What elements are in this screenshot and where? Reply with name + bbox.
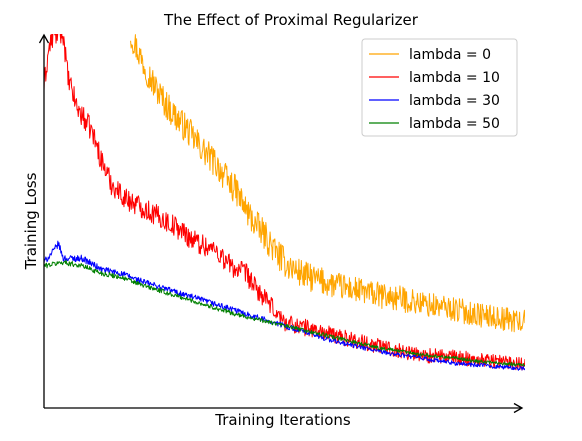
legend: lambda = 0 lambda = 10 lambda = 30 lambda =… xyxy=(361,38,518,137)
legend-label-1: lambda = 10 xyxy=(409,70,500,86)
legend-entry-3: lambda = 50 xyxy=(369,116,500,132)
legend-label-0: lambda = 0 xyxy=(409,47,491,63)
axes xyxy=(38,33,524,414)
y-axis-arrow xyxy=(38,33,50,44)
x-axis-label: Training Iterations xyxy=(214,411,351,429)
legend-items: lambda = 0 lambda = 10 lambda = 30 lambda =… xyxy=(369,47,500,132)
series-line-3 xyxy=(44,259,525,367)
y-axis-label: Training Loss xyxy=(22,172,40,270)
chart-title: The Effect of Proximal Regularizer xyxy=(163,11,419,29)
legend-label-2: lambda = 30 xyxy=(409,93,500,109)
legend-box xyxy=(361,38,518,137)
legend-entry-0: lambda = 0 xyxy=(369,47,491,63)
series-line-2 xyxy=(44,240,525,371)
series-line-0 xyxy=(130,34,525,333)
legend-entry-1: lambda = 10 xyxy=(369,70,500,86)
series-layer xyxy=(44,34,525,371)
legend-entry-2: lambda = 30 xyxy=(369,93,500,109)
x-axis-arrow xyxy=(513,402,524,414)
legend-label-3: lambda = 50 xyxy=(409,116,500,132)
